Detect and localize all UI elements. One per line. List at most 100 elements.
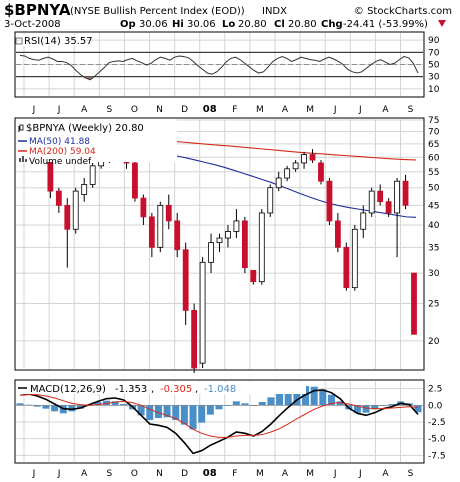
month-label-top: J [32, 105, 36, 115]
rsi-layer [16, 51, 423, 81]
month-label-top: N [156, 105, 163, 115]
macd-histogram-bar [77, 405, 85, 409]
quote-change-label: Chg [321, 19, 343, 30]
candle-down [411, 272, 417, 335]
price-tick-label: 55 [428, 168, 439, 178]
price-tick-label: 20 [428, 337, 440, 347]
quote-close-value: 20.80 [288, 19, 317, 30]
quote-low-label: Lo [222, 19, 235, 30]
rsi-tick-label: 10 [428, 85, 440, 95]
candle-up [208, 242, 214, 263]
macd-histogram-bar [51, 405, 59, 412]
candle-down [191, 309, 198, 369]
candle-down [402, 180, 409, 206]
quote-low-value: 20.80 [238, 19, 267, 30]
rsi-tick-label: 50 [428, 61, 440, 71]
macd-tick-label: -2.5 [428, 418, 446, 428]
month-label-top: 08 [203, 104, 217, 115]
macd-histogram-bar [353, 405, 361, 413]
price-legend-bg [17, 119, 177, 162]
candle-up [72, 190, 79, 230]
macd-readout-hist: -1.048 [204, 384, 236, 395]
price-tick-label: 45 [428, 201, 439, 211]
candle-up [233, 220, 240, 232]
price-tick-label: 60 [428, 153, 440, 163]
month-label-top: A [282, 105, 289, 115]
macd-histogram-bar [198, 405, 206, 423]
candle-down [326, 180, 333, 222]
quote-open-label: Op [120, 19, 136, 30]
candle-up [89, 165, 96, 185]
price-tick-label: 30 [428, 269, 440, 279]
month-label-top: J [57, 105, 61, 115]
price-tick-label: 40 [428, 221, 440, 231]
macd-histogram-bar [25, 404, 33, 406]
candle-down [165, 204, 172, 222]
price-tick-label: 25 [428, 300, 439, 310]
rsi-line [19, 54, 419, 81]
month-label-top: S [408, 105, 414, 115]
quote-change-value: -24.41 (-53.99%) [343, 19, 428, 30]
candle-up [267, 187, 274, 214]
price-tick-label: 70 [428, 128, 440, 138]
month-label-bottom: F [232, 469, 237, 479]
macd-histogram-bar [336, 401, 344, 406]
candle-up [225, 231, 231, 239]
macd-tick-label: -7.5 [428, 451, 446, 461]
macd-label-bg [16, 382, 306, 394]
candle-up [368, 190, 375, 214]
macd-histogram-bar [146, 405, 154, 420]
month-label-top: S [106, 105, 112, 115]
candle-down [385, 201, 392, 214]
macd-histogram-bar [154, 405, 162, 418]
macd-histogram-bar [258, 402, 266, 406]
macd-histogram-bar [111, 401, 119, 406]
month-label-top: M [306, 105, 314, 115]
quote-high-label: Hi [172, 19, 184, 30]
macd-histogram-bar [163, 405, 171, 418]
month-label-bottom: 08 [203, 468, 217, 479]
rsi-label-bg [20, 35, 84, 46]
macd-histogram-bar [189, 405, 197, 430]
month-label-bottom: M [256, 469, 264, 479]
volume-legend-label: Volume undef [29, 157, 92, 167]
candle-down [334, 220, 341, 248]
down-triangle-icon [438, 20, 446, 27]
macd-histogram-bar [16, 403, 24, 406]
price-tick-label: 75 [428, 116, 439, 126]
candle-down [309, 154, 316, 161]
chart-symbol: $BPNYA [4, 1, 71, 19]
macd-histogram-bar [250, 405, 258, 406]
macd-histogram-bar [302, 386, 310, 406]
chart-description: (NYSE Bullish Percent Index (EOD)) [70, 6, 245, 17]
macd-histogram-bar [293, 386, 301, 406]
month-label-top: J [358, 105, 362, 115]
macd-histogram-bar [137, 405, 145, 416]
candle-up [284, 168, 291, 179]
month-label-top: D [181, 105, 188, 115]
quote-high-value: 30.06 [187, 19, 216, 30]
rsi-tick-label: 70 [428, 48, 440, 58]
macd-histogram-bar [232, 401, 240, 406]
candle-up [292, 162, 299, 170]
macd-readout-sep2: , [195, 384, 198, 395]
macd-line [19, 389, 419, 455]
candle-down [64, 204, 71, 230]
quote-close-label: Cl [274, 19, 285, 30]
ma200-legend-label: MA(200) 59.04 [29, 147, 96, 157]
month-label-bottom: D [181, 469, 188, 479]
rsi-label: RSI(14) 35.57 [24, 36, 93, 47]
candle-down [182, 249, 189, 311]
macd-histogram-bar [206, 405, 214, 415]
macd-histogram-bar [94, 402, 102, 406]
macd-histogram-bar [215, 405, 223, 410]
candle-down [148, 216, 155, 248]
price-tick-label: 65 [428, 140, 439, 150]
candle-up [157, 204, 164, 248]
macd-histogram-bar [180, 405, 188, 425]
candle-up [394, 180, 400, 214]
macd-label: MACD(12,26,9) [30, 384, 106, 395]
macd-tick-label: 0.0 [428, 401, 443, 411]
macd-readout-macd: -1.353 [115, 384, 147, 395]
